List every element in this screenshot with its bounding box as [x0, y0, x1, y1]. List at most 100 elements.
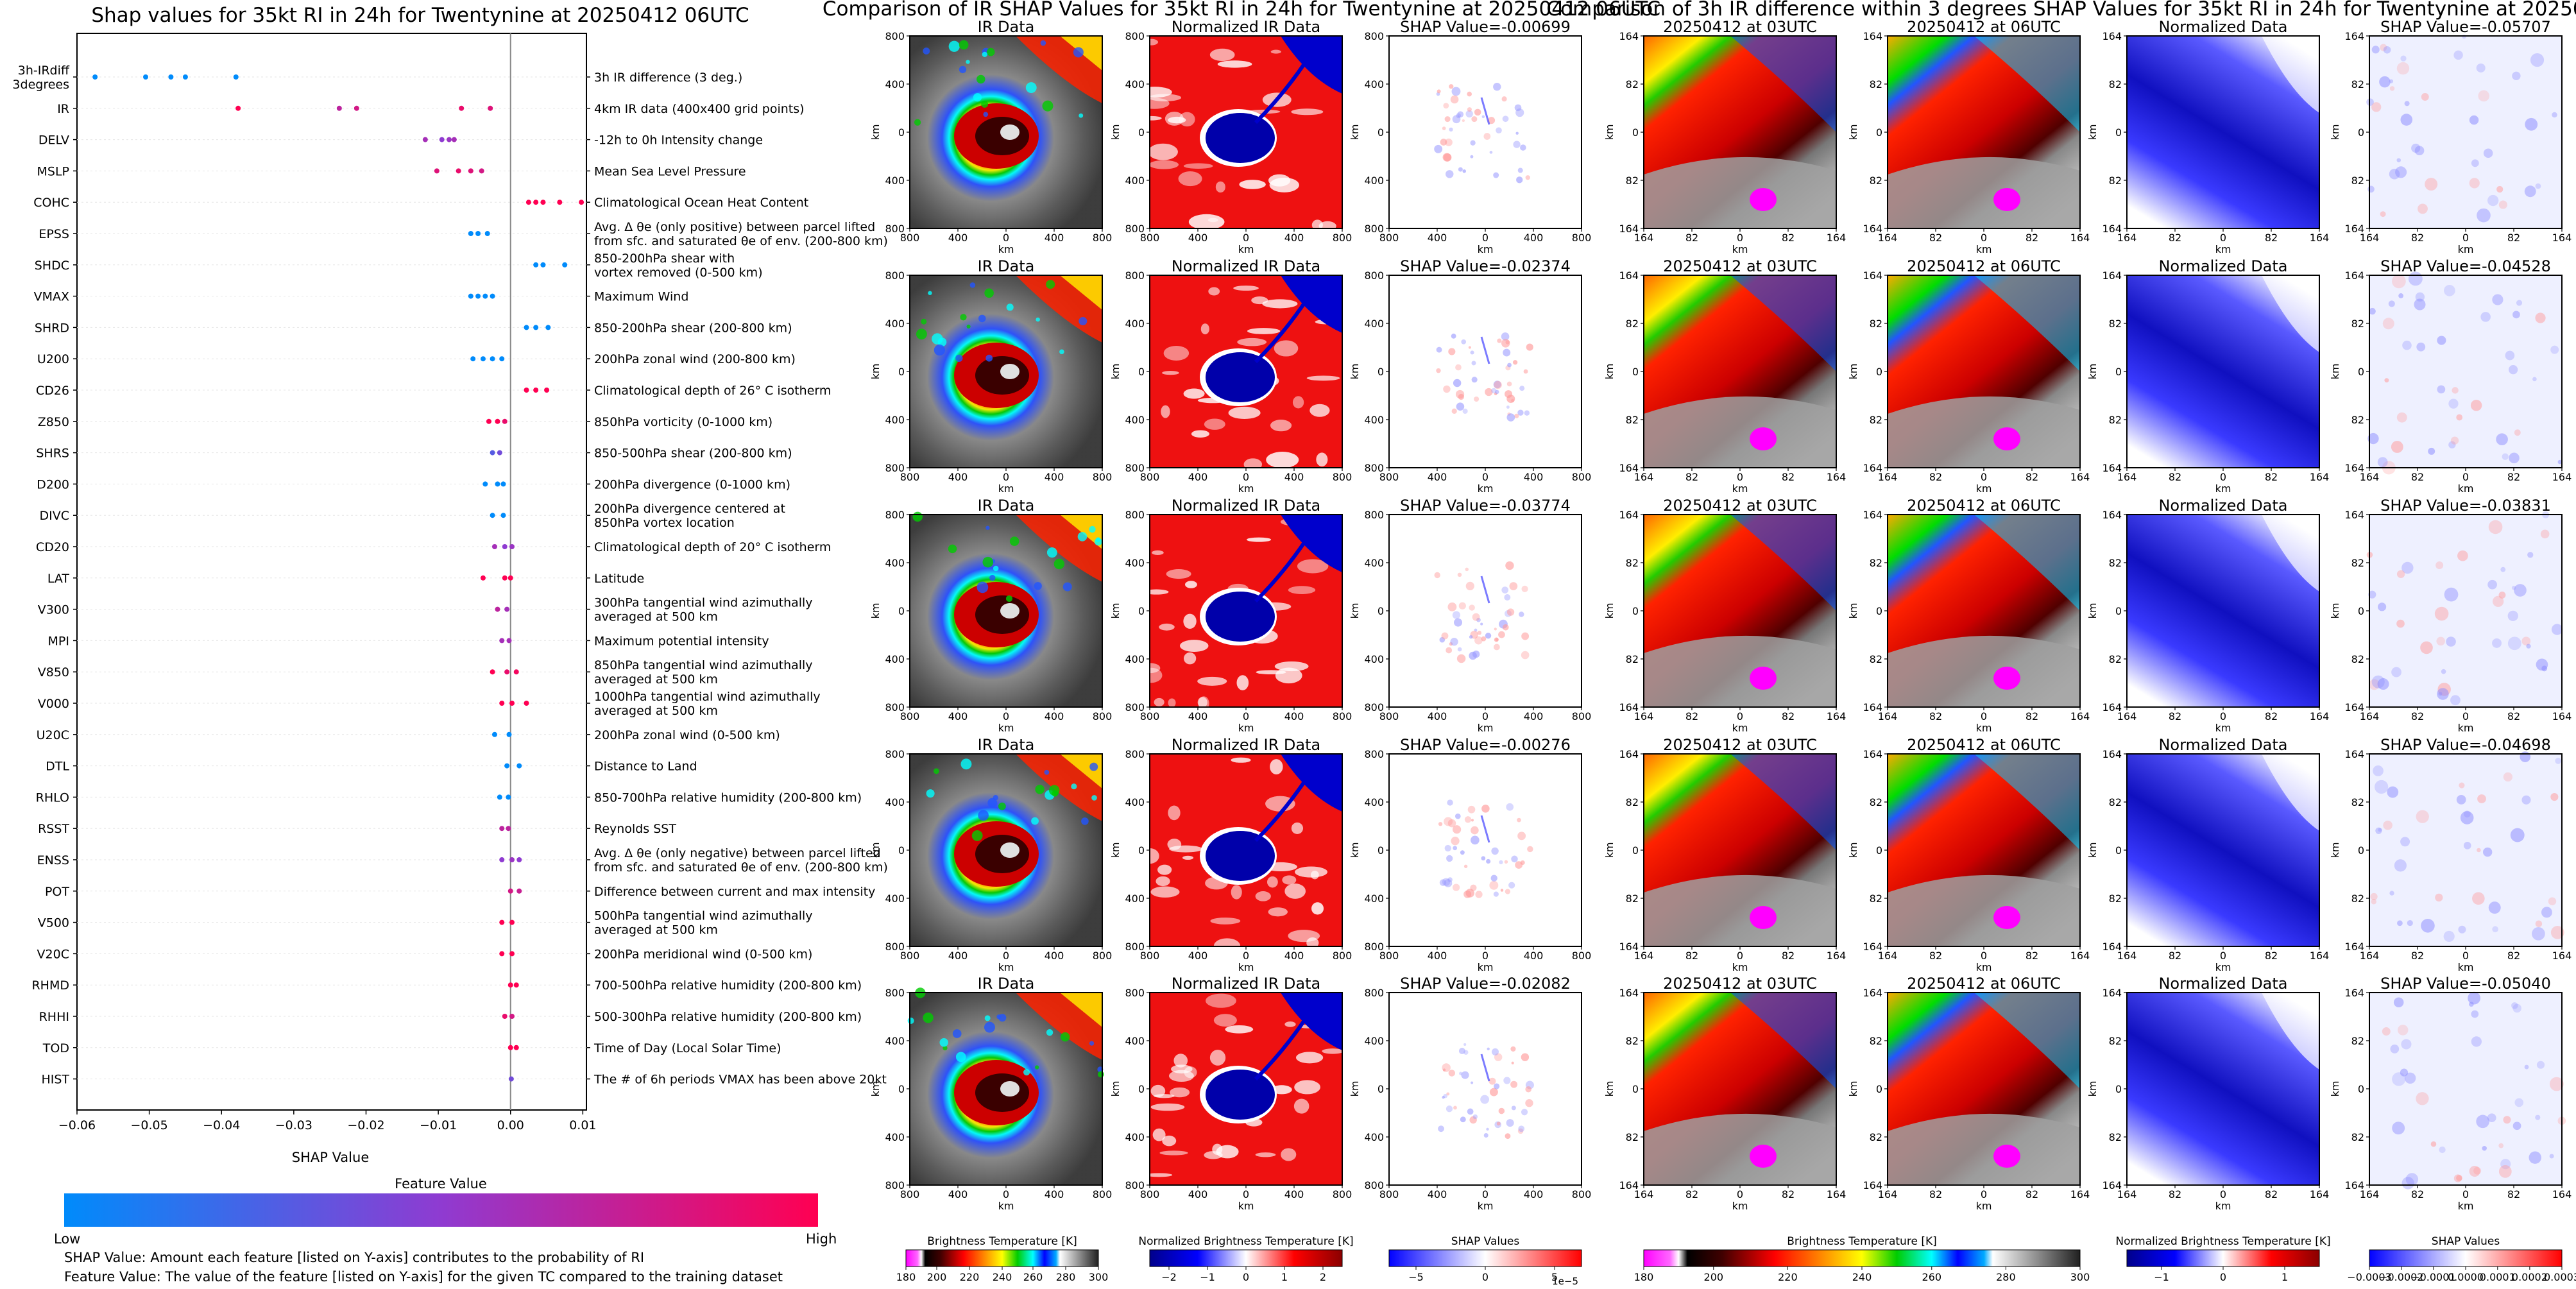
y-tick-label: 0	[2358, 366, 2364, 378]
y-tick-label: 400	[1125, 557, 1145, 569]
colorbar-tick-label: 260	[1023, 1271, 1043, 1283]
y-tick-label: 0	[1876, 844, 1882, 857]
shap-blob	[2391, 441, 2403, 453]
ir-diff-panel: 20250412 at 03UTC1641648282008282164164k…	[1603, 736, 1846, 973]
x-tick-label: 164	[1878, 232, 1898, 244]
shap-blob	[2369, 679, 2380, 690]
shap-blob	[2384, 378, 2389, 383]
feature-label: MPI	[48, 634, 69, 648]
feature-label: SHRD	[35, 321, 69, 335]
shap-point	[506, 794, 511, 800]
shap-blob	[1462, 169, 1467, 173]
cloud-texture	[1225, 1025, 1254, 1034]
shap-blob	[1516, 176, 1523, 184]
shap-blob	[1477, 631, 1482, 635]
y-tick-label: 82	[1626, 557, 1639, 569]
shap-blob	[1438, 822, 1443, 826]
shap-blob	[1491, 1048, 1499, 1055]
shap-streak	[1480, 815, 1490, 843]
x-tick-label: 800	[1093, 710, 1113, 722]
norm-feature	[2262, 515, 2319, 592]
y-axis-label: km	[1109, 124, 1122, 141]
feature-description: Avg. Δ θe (only negative) between parcel…	[594, 846, 881, 860]
shap-blob	[2414, 298, 2426, 311]
panel-title: 20250412 at 06UTC	[1907, 497, 2061, 515]
x-tick-label: 82	[2507, 232, 2520, 244]
y-tick-label: 400	[1364, 175, 1384, 187]
x-tick-label: 0	[1737, 950, 1743, 962]
x-tick-label: 164	[1827, 1188, 1847, 1200]
cloud-cell	[993, 565, 999, 572]
panel-title: Normalized IR Data	[1172, 18, 1320, 36]
colorbar-tick-label: 0	[1243, 1271, 1249, 1283]
cloud-cell	[984, 1015, 991, 1021]
shap-point	[508, 1045, 513, 1050]
x-tick-label: 164	[1827, 950, 1847, 962]
shap-blob	[2477, 794, 2486, 803]
shap-blob	[1447, 602, 1457, 611]
x-tick-label: 400	[948, 471, 968, 483]
shap-blob	[1486, 1127, 1489, 1131]
shap-blob	[1524, 410, 1530, 416]
y-tick-label: 82	[1626, 653, 1639, 665]
y-tick-label: 82	[2109, 796, 2122, 808]
y-tick-label: 164	[2102, 509, 2122, 521]
x-tick-label: 82	[2026, 950, 2038, 962]
shap-blob	[1494, 627, 1497, 631]
shap-blob	[2414, 146, 2425, 156]
shap-blob	[1514, 413, 1519, 418]
colorbar-offset: 1e−5	[1552, 1276, 1578, 1287]
warm-spot	[1993, 188, 2020, 211]
ir-diff-panel: Normalized Data1641648282008282164164kmk…	[2086, 18, 2329, 255]
x-tick-label: 0	[1003, 471, 1009, 483]
shap-blob	[2498, 1165, 2512, 1178]
shap-blob	[1458, 602, 1466, 610]
x-axis-label: km	[1976, 1200, 1992, 1212]
y-axis-label: km	[869, 1081, 882, 1097]
cloud-texture	[1246, 537, 1272, 542]
x-tick-label: 400	[1428, 1188, 1447, 1200]
shap-blob	[1487, 1047, 1490, 1050]
x-tick-label: 400	[1188, 232, 1208, 244]
shap-blob	[2377, 457, 2388, 468]
shap-blob	[1458, 1047, 1465, 1054]
shap-blob	[1451, 333, 1456, 339]
feature-label: RSST	[38, 822, 69, 836]
shap-blob	[1467, 91, 1472, 97]
x-tick-label: 0	[1737, 1188, 1743, 1200]
x-tick-label: 400	[1428, 950, 1447, 962]
shap-blob	[2446, 636, 2456, 647]
y-tick-label: 164	[2102, 462, 2122, 474]
cloud-texture	[1145, 1173, 1173, 1177]
y-axis-label: km	[869, 603, 882, 619]
y-tick-label: 164	[1863, 269, 1882, 282]
x-tick-label: 164	[2310, 950, 2330, 962]
y-tick-label: 800	[1364, 1179, 1384, 1191]
clear-sky	[1888, 635, 2080, 707]
shap-point	[495, 418, 500, 424]
cloud-texture	[1154, 697, 1164, 706]
x-tick-label: 82	[2411, 471, 2424, 483]
cloud-cell	[978, 314, 986, 323]
shap-blob	[1454, 618, 1463, 627]
x-axis-label: km	[2458, 243, 2474, 255]
shap-point	[499, 701, 505, 706]
shap-blob	[2398, 293, 2404, 298]
shap-point	[497, 794, 502, 800]
beeswarm-title: Shap values for 35kt RI in 24h for Twent…	[91, 4, 749, 27]
cloud-cell	[1009, 536, 1019, 546]
colorbar-tick-label: 1	[1281, 1271, 1288, 1283]
x-tick-label: 164	[2552, 1188, 2572, 1200]
y-tick-label: 800	[1125, 269, 1145, 282]
cold-band	[1281, 36, 1342, 94]
x-tick-label: 82	[2265, 471, 2278, 483]
y-tick-label: 0	[1632, 126, 1639, 139]
y-tick-label: 800	[885, 30, 905, 42]
y-tick-label: 400	[1364, 796, 1384, 808]
shap-blob	[2477, 208, 2491, 223]
feature-label: POT	[45, 885, 69, 899]
ir-diff-panel: Normalized Data1641648282008282164164kmk…	[2086, 736, 2329, 973]
shap-blob	[2541, 907, 2552, 918]
x-tick-label: 0	[1981, 950, 1987, 962]
feature-label: DTL	[46, 760, 69, 774]
